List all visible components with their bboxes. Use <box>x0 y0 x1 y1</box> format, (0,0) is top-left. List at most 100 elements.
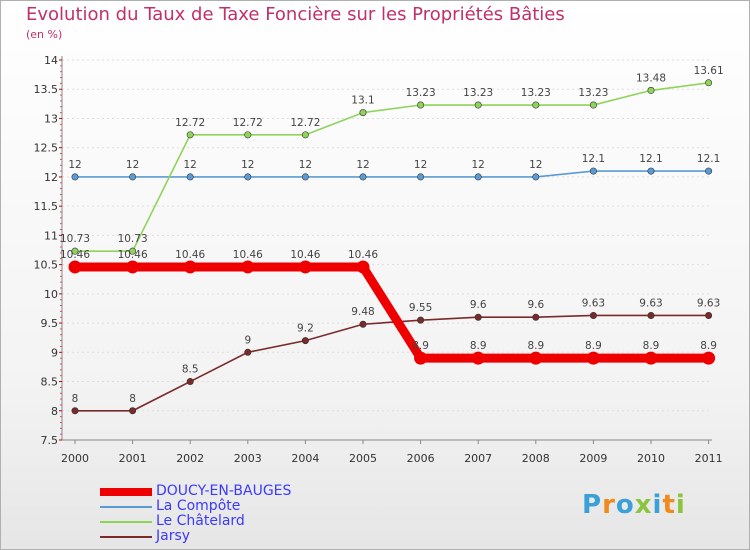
data-label: 9.48 <box>351 306 374 318</box>
chart-title: Evolution du Taux de Taxe Foncière sur l… <box>26 4 565 25</box>
data-label: 9.63 <box>582 297 605 309</box>
x-tick-label: 2005 <box>349 452 377 465</box>
x-tick-label: 2004 <box>291 452 319 465</box>
data-label: 12.72 <box>290 117 320 129</box>
data-point <box>244 348 252 356</box>
y-tick-label: 8 <box>51 405 58 418</box>
series-line-doucy-en-bauges <box>75 262 709 363</box>
data-point <box>68 260 82 274</box>
data-label: 13.23 <box>406 87 436 99</box>
data-point <box>471 351 485 365</box>
x-tick-label: 2011 <box>695 452 723 465</box>
data-point <box>705 167 713 175</box>
logo-letter: r <box>602 490 616 520</box>
data-point <box>301 173 309 181</box>
data-point <box>414 351 428 365</box>
data-label: 9.63 <box>639 297 662 309</box>
data-point <box>298 260 312 274</box>
data-label: 8.9 <box>643 340 660 352</box>
data-point <box>359 173 367 181</box>
logo-letter: o <box>615 490 635 520</box>
x-tick-label: 2002 <box>176 452 204 465</box>
legend-swatch <box>100 488 152 496</box>
data-point <box>417 316 425 324</box>
logo-letter: x <box>634 490 653 520</box>
logo-letter: t <box>662 490 676 520</box>
data-label: 13.23 <box>463 87 493 99</box>
data-label: 12.72 <box>233 117 263 129</box>
data-point <box>71 247 79 255</box>
data-label: 9 <box>244 334 251 346</box>
data-label: 8.9 <box>527 340 544 352</box>
chart-subtitle: (en %) <box>26 28 63 41</box>
data-point <box>529 351 543 365</box>
data-point <box>647 311 655 319</box>
data-point <box>186 173 194 181</box>
legend-swatch <box>100 536 152 538</box>
data-point <box>241 260 255 274</box>
data-point <box>532 101 540 109</box>
data-label: 10.46 <box>348 249 378 261</box>
legend-label: La Compôte <box>156 498 241 514</box>
data-point <box>417 173 425 181</box>
series-line-le-ch-telard <box>75 82 709 252</box>
data-label: 12 <box>68 159 81 171</box>
legend-label: Le Châtelard <box>156 513 245 529</box>
y-tick-label: 11 <box>44 229 58 242</box>
data-label: 8 <box>129 393 136 405</box>
data-label: 10.46 <box>118 249 148 261</box>
x-tick-label: 2006 <box>407 452 435 465</box>
series-line-jarsy <box>75 314 709 412</box>
logo-letter: P <box>582 490 603 520</box>
data-point <box>705 79 713 87</box>
data-point <box>589 101 597 109</box>
proxiti-logo: Proxiti <box>582 490 686 520</box>
y-tick-label: 13 <box>44 112 58 125</box>
data-point <box>301 131 309 139</box>
data-label: 13.23 <box>578 87 608 99</box>
data-label: 12.72 <box>175 117 205 129</box>
data-point <box>647 167 655 175</box>
logo-letter: i <box>652 490 663 520</box>
data-label: 9.55 <box>409 302 432 314</box>
data-point <box>532 173 540 181</box>
data-label: 8.9 <box>700 340 717 352</box>
data-label: 8.9 <box>585 340 602 352</box>
data-point <box>474 101 482 109</box>
y-tick-label: 13.5 <box>34 83 59 96</box>
x-tick-label: 2010 <box>637 452 665 465</box>
data-point <box>647 86 655 94</box>
data-point <box>589 167 597 175</box>
data-label: 8.5 <box>182 364 199 376</box>
x-tick-label: 2001 <box>119 452 147 465</box>
data-point <box>474 173 482 181</box>
data-point <box>183 260 197 274</box>
data-label: 9.63 <box>697 297 720 309</box>
y-tick-label: 14 <box>44 54 58 67</box>
data-label: 12 <box>126 159 139 171</box>
data-label: 12 <box>184 159 197 171</box>
data-label: 9.2 <box>297 323 314 335</box>
data-label: 13.1 <box>351 95 374 107</box>
data-point <box>359 320 367 328</box>
y-tick-label: 7.5 <box>41 434 59 447</box>
data-label: 12 <box>529 159 542 171</box>
data-point <box>244 131 252 139</box>
x-tick-label: 2000 <box>61 452 89 465</box>
x-tick-label: 2003 <box>234 452 262 465</box>
data-point <box>129 407 137 415</box>
data-label: 12 <box>414 159 427 171</box>
data-point <box>532 313 540 321</box>
data-label: 8.9 <box>470 340 487 352</box>
data-label: 12 <box>299 159 312 171</box>
y-tick-label: 10 <box>44 288 58 301</box>
legend-swatch <box>100 506 152 508</box>
data-label: 13.61 <box>694 65 724 77</box>
data-label: 9.6 <box>527 299 544 311</box>
data-point <box>186 131 194 139</box>
data-point <box>129 247 137 255</box>
data-label: 8.9 <box>412 340 429 352</box>
data-label: 10.73 <box>60 233 90 245</box>
series-line-la-comp-te <box>75 170 709 178</box>
